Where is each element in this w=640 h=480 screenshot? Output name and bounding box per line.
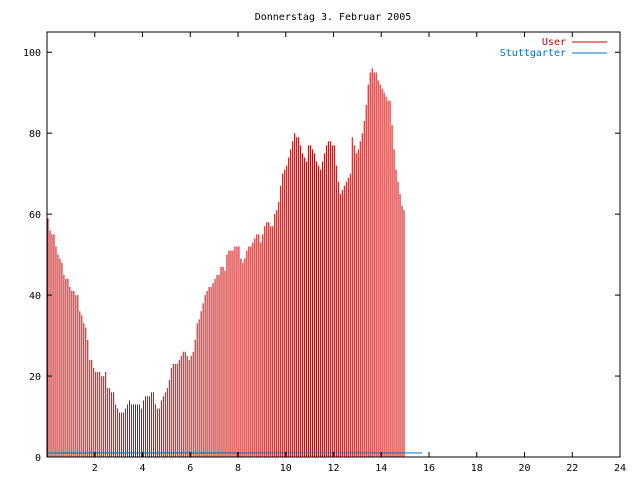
x-tick-label: 6 <box>187 463 193 474</box>
x-tick-label: 4 <box>139 463 145 474</box>
x-tick-label: 12 <box>327 463 339 474</box>
y-tick-label: 0 <box>35 453 41 464</box>
y-tick-label: 80 <box>29 129 41 140</box>
y-tick-label: 60 <box>29 210 41 221</box>
y-tick-label: 40 <box>29 291 41 302</box>
y-tick-label: 100 <box>23 48 41 59</box>
x-tick-label: 16 <box>423 463 435 474</box>
plot-frame <box>46 31 621 458</box>
x-tick-label: 22 <box>566 463 578 474</box>
x-tick-label: 8 <box>235 463 241 474</box>
x-tick-label: 2 <box>92 463 98 474</box>
y-tick-label: 20 <box>29 372 41 383</box>
x-tick-label: 24 <box>614 463 626 474</box>
legend-label: User <box>542 37 566 48</box>
x-tick-label: 14 <box>375 463 387 474</box>
x-tick-label: 10 <box>280 463 292 474</box>
x-tick-label: 20 <box>518 463 530 474</box>
chart-title: Donnerstag 3. Februar 2005 <box>255 12 412 23</box>
plot-area <box>47 68 422 457</box>
x-tick-label: 18 <box>471 463 483 474</box>
legend-label: Stuttgarter <box>500 48 566 59</box>
